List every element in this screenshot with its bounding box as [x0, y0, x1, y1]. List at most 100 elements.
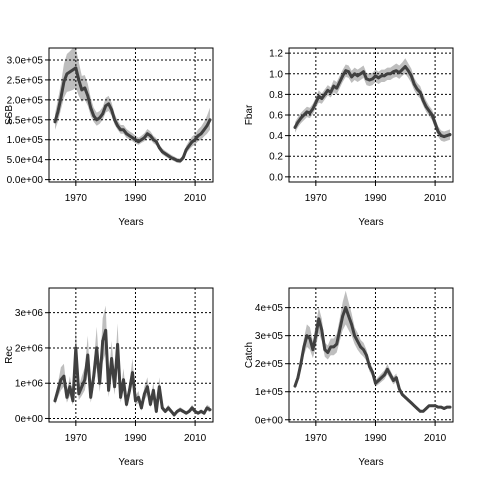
ssb-data-point	[208, 118, 212, 122]
catch-data-point	[308, 337, 312, 340]
catch-data-point	[314, 334, 318, 337]
panel-fbar: 1970 1990 2010 0.0 0.2 0.4 0.6 0.8 1.0 1.2 Years Fb…	[244, 47, 454, 228]
ssb-data-point	[110, 108, 113, 112]
rec-data-point	[166, 406, 170, 410]
ssb-data-point	[104, 104, 107, 108]
ssb-y-tick-label: 1.0e+05	[7, 135, 44, 146]
ssb-data-point	[137, 140, 140, 144]
catch-data-point	[421, 410, 425, 413]
fbar-data-point	[427, 109, 431, 113]
rec-data-point	[175, 410, 179, 413]
catch-data-point	[412, 404, 416, 408]
fbar-data-point	[353, 72, 356, 76]
rec-data-point	[68, 385, 72, 389]
ssb-data-point	[140, 138, 143, 142]
rec-data-point	[137, 396, 140, 399]
catch-plot-frame	[288, 287, 454, 423]
catch-data-point	[344, 306, 347, 309]
catch-data-point	[448, 405, 452, 409]
ssb-y-tick-label: 2.0e+05	[7, 95, 44, 106]
fbar-data-point	[317, 95, 321, 98]
catch-data-point	[299, 362, 303, 365]
ssb-data-point	[172, 157, 176, 161]
catch-data-point	[326, 351, 330, 354]
rec-data-point	[119, 396, 122, 399]
rec-data-point	[65, 396, 69, 399]
rec-data-point	[199, 410, 203, 413]
fbar-data-point	[293, 126, 297, 129]
catch-data-point	[347, 314, 350, 318]
catch-series-line	[293, 306, 452, 413]
catch-data-point	[296, 376, 300, 380]
fbar-data-point	[299, 116, 303, 120]
fbar-data-point	[374, 74, 377, 78]
rec-data-point	[107, 388, 110, 392]
ssb-data-point	[68, 70, 72, 74]
catch-data-point	[392, 379, 395, 382]
catch-data-point	[350, 323, 353, 326]
rec-data-point	[53, 399, 57, 403]
catch-data-point	[386, 367, 389, 371]
fbar-data-point	[368, 78, 371, 82]
ssb-y-tick-label: 1.5e+05	[7, 115, 44, 126]
fbar-data-point	[341, 74, 344, 78]
fbar-data-point	[356, 74, 359, 78]
fbar-x-axis-title: Years	[358, 217, 383, 228]
ssb-data-point	[193, 138, 197, 142]
fbar-data-point	[344, 69, 347, 72]
catch-y-tick-label: 2e+05	[255, 359, 284, 370]
catch-data-point	[371, 370, 374, 374]
rec-y-tick-label: 1e+06	[15, 379, 44, 390]
fbar-y-tick-label: 0.4	[269, 131, 283, 142]
rec-y-tick-label: 0e+00	[15, 414, 44, 425]
rec-data-point	[86, 353, 90, 357]
catch-data-point	[359, 345, 362, 349]
ssb-y-tick-label: 5.0e+04	[7, 155, 44, 166]
rec-data-point	[122, 378, 125, 381]
ssb-data-point	[71, 68, 75, 72]
rec-confidence-band	[55, 305, 210, 416]
rec-x-tick-label: 2010	[184, 433, 207, 444]
ssb-data-point	[113, 118, 116, 122]
rec-data-point	[89, 396, 93, 399]
catch-data-point	[398, 387, 401, 391]
catch-data-point	[427, 404, 431, 408]
rec-data-point	[62, 374, 66, 378]
fbar-data-point	[386, 72, 389, 76]
rec-y-axis-title: Rec	[4, 346, 15, 364]
catch-data-point	[362, 348, 365, 351]
catch-data-point	[445, 405, 449, 409]
ssb-data-point	[158, 146, 161, 150]
ssb-data-point	[119, 128, 122, 132]
ssb-data-point	[161, 150, 164, 153]
rec-data-point	[74, 346, 78, 350]
rec-data-point	[163, 410, 167, 413]
fbar-y-tick-label: 1.2	[269, 49, 283, 60]
ssb-plot-frame	[48, 47, 214, 183]
catch-data-point	[395, 376, 398, 380]
fbar-data-point	[380, 74, 383, 78]
ssb-data-point	[77, 78, 81, 82]
fbar-data-point	[409, 74, 413, 78]
catch-data-point	[442, 407, 446, 410]
catch-data-point	[338, 328, 341, 332]
ssb-data-point	[166, 154, 170, 157]
catch-x-tick-label: 2010	[424, 433, 447, 444]
fbar-data-point	[359, 72, 362, 76]
fbar-data-point	[320, 97, 324, 100]
catch-data-point	[436, 405, 440, 409]
catch-data-point	[317, 317, 321, 321]
fbar-data-point	[418, 91, 422, 94]
catch-y-tick-label: 0e+00	[255, 415, 284, 426]
plot-area	[295, 290, 450, 413]
fbar-data-point	[430, 113, 434, 117]
ssb-confidence-band	[55, 48, 210, 164]
fbar-data-point	[442, 135, 446, 138]
ssb-data-point	[205, 124, 209, 128]
ssb-data-point	[125, 132, 128, 136]
catch-y-tick-label: 4e+05	[255, 303, 284, 314]
ssb-data-point	[181, 156, 185, 159]
fbar-data-point	[338, 80, 341, 84]
ssb-y-tick-label: 2.5e+05	[7, 75, 44, 86]
fbar-x-tick-label: 1970	[305, 193, 328, 204]
